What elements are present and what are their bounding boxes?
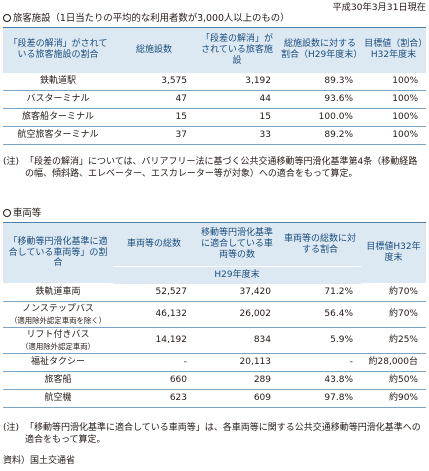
cell: 14,192 [155,334,188,345]
table-row: 福祉タクシー - 20,113 - 約28,000台 [3,354,426,372]
cell: 56.4% [324,308,353,319]
cell: 89.2% [324,129,353,140]
vehicles-header-3: 車両等の総数に対する割合 [279,222,361,267]
facilities-header-0: 「段差の解消」がされている旅客施設の割合 [3,27,113,73]
table-row: ノンステップバス （適用除外認定車両を除く） 46,132 26,002 56.4… [3,302,426,328]
cell: 100% [392,129,418,140]
facilities-note: (注) 「段差の解消」については、バリアフリー法に基づく公共交通移動等円滑化基準第… [3,157,426,181]
cell: 44 [259,93,271,104]
cell: 約25% [388,334,418,345]
cell: 609 [253,392,271,403]
facilities-table: 「段差の解消」がされている旅客施設の割合 総施設数 「段差の解消」がされている旅… [3,27,426,145]
cell: 33 [259,129,271,140]
circle-bullet-icon [3,209,11,217]
vehicles-header-4: 目標値H32年度末 [361,222,426,284]
vehicles-header-1: 車両等の総数 [113,222,195,267]
note-text: 「段差の解消」については、バリアフリー法に基づく公共交通移動等円滑化基準第4条（… [25,157,418,179]
cell: 37,420 [239,286,272,297]
cell: 15 [259,111,271,122]
facilities-header-3: 総施設数に対する割合（H29年度末） [279,27,362,73]
vehicle-name: 福祉タクシー [30,356,85,367]
facility-name: 旅客船ターミナル [21,111,94,122]
note-key: (注) [3,423,20,433]
cell: 20,113 [239,356,272,367]
cell: - [349,356,353,367]
table-row: リフト付きバス （適用除外認定車両） 14,192 834 5.9% 約25% [3,328,426,354]
note-text: 「移動等円滑化基準に適合している車両等」は、各車両等に関する公共交通移動等円滑化… [25,423,421,445]
vehicles-subheader: H29年度末 [113,266,361,284]
cell: 46,132 [155,308,188,319]
vehicles-header-2: 移動等円滑化基準に適合している車両等の数 [195,222,279,267]
cell: 660 [169,374,187,385]
vehicle-name: 鉄軌道車両 [35,286,81,297]
note-key: (注) [3,157,20,167]
vehicles-table: 「移動等円滑化基準に適合している車両等」の割合 車両等の総数 移動等円滑化基準に… [3,222,426,408]
cell: 834 [253,334,271,345]
cell: 3,575 [161,75,187,86]
section-title-vehicles: 車両等 [3,208,41,220]
table-row: 鉄軌道車両 52,527 37,420 71.2% 約70% [3,284,426,302]
vehicles-note: (注) 「移動等円滑化基準に適合している車両等」は、各車両等に関する公共交通移動等… [3,423,426,447]
date-label: 平成30年3月31日現在 [332,2,426,13]
circle-bullet-icon [3,14,11,22]
table-row: 旅客船 660 289 43.8% 約50% [3,372,426,390]
facilities-header-1: 総施設数 [113,27,195,73]
cell: 100.0% [318,111,353,122]
cell: 100% [392,111,418,122]
cell: 約70% [388,308,418,319]
cell: 100% [392,75,418,86]
cell: 26,002 [239,308,272,319]
cell: 89.3% [324,75,353,86]
facility-name: バスターミナル [26,93,90,104]
cell: 5.9% [330,334,353,345]
facility-name: 航空旅客ターミナル [17,129,99,140]
cell: 52,527 [155,286,188,297]
cell: 約28,000台 [368,356,419,367]
facilities-header-4: 目標値（割合）H32年度末 [361,27,426,73]
cell: 100% [392,93,418,104]
source-label: 資料）国土交通省 [3,456,76,466]
cell: 約50% [388,374,418,385]
cell: 約70% [388,286,418,297]
cell: 289 [253,374,271,385]
cell: 93.6% [324,93,353,104]
cell: 約90% [388,392,418,403]
cell: 623 [169,392,187,403]
facility-name: 鉄軌道駅 [39,75,76,86]
vehicle-name: ノンステップバス （適用除外認定車両を除く） [9,304,107,325]
facilities-header-2: 「段差の解消」がされている旅客施設 [195,27,279,73]
vehicle-name: 航空機 [44,392,72,403]
table-row: 鉄軌道駅 3,575 3,192 89.3% 100% [3,73,426,91]
table-row: バスターミナル 47 44 93.6% 100% [3,91,426,109]
section-title-facilities: 旅客施設（1日当たりの平均的な利用者数が3,000人以上のもの） [3,13,290,25]
cell: 37 [175,129,187,140]
table-row: 旅客船ターミナル 15 15 100.0% 100% [3,109,426,127]
cell: 71.2% [324,286,353,297]
vehicle-name: 旅客船 [44,374,72,385]
vehicle-name: リフト付きバス （適用除外認定車両） [21,330,95,351]
cell: 97.8% [324,392,353,403]
cell: 43.8% [324,374,353,385]
vehicles-header-0: 「移動等円滑化基準に適合している車両等」の割合 [3,222,113,284]
cell: 47 [175,93,187,104]
table-row: 航空機 623 609 97.8% 約90% [3,390,426,408]
table-row: 航空旅客ターミナル 37 33 89.2% 100% [3,127,426,145]
cell: 3,192 [245,75,271,86]
cell: - [183,356,187,367]
cell: 15 [175,111,187,122]
